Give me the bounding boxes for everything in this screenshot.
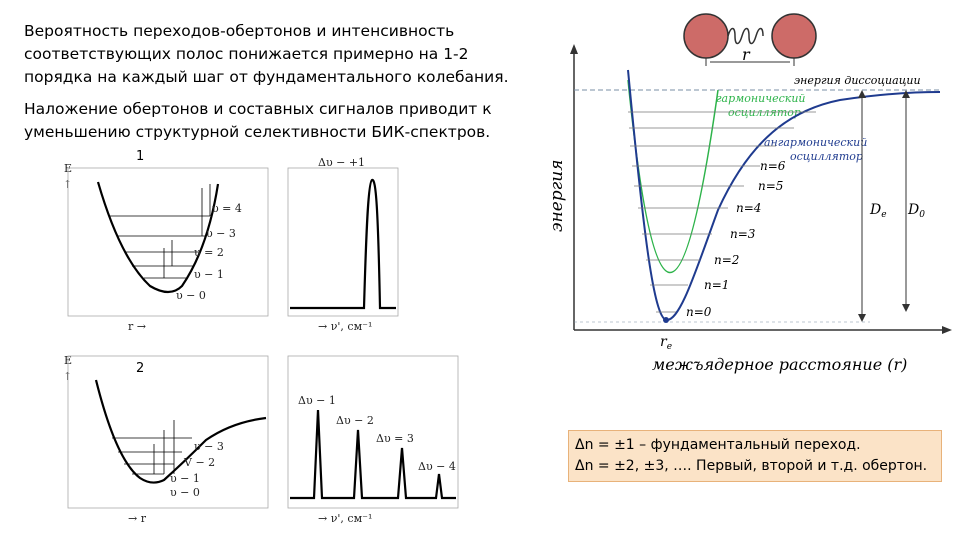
harmonic-label-2: осциллятор	[728, 106, 801, 119]
figure1-potential-well: E ↑ 1 υ = 4 υ − 3 υ = 2 υ − 1 υ − 0 r →	[63, 149, 269, 333]
overtone-note-box: Δn = ±1 – фундаментальный переход. Δn = …	[568, 430, 942, 482]
level-n1: n=1	[704, 278, 729, 292]
level-n2: n=2	[714, 253, 739, 267]
figure2-label-1: Δυ − 1	[298, 394, 336, 407]
figure1-level-4: υ = 4	[212, 202, 242, 215]
figure2-label-3: Δυ = 3	[376, 432, 414, 445]
energy-axis-label: энергия	[547, 160, 567, 232]
morse-levels	[628, 111, 816, 313]
figure2-number: 2	[136, 361, 144, 376]
figure2-level-1: υ − 1	[170, 472, 200, 485]
figure2-label-2: Δυ − 2	[336, 414, 374, 427]
D0-label: D0	[907, 202, 925, 220]
figure2-level-3: υ − 3	[194, 440, 224, 453]
level-n4: n=4	[736, 201, 761, 215]
atom-left	[683, 13, 729, 59]
figure2-potential-well: E ↑ 2 υ − 3 V − 2 υ − 1 υ − 0 → r	[63, 354, 269, 525]
spring	[727, 27, 764, 45]
figure2-spectrum-axis: → ν', см⁻¹	[318, 512, 372, 525]
re-label: re	[660, 334, 672, 352]
note-line-overtones: Δn = ±2, ±3, …. Первый, второй и т.д. об…	[575, 458, 928, 474]
anharmonic-curve	[627, 69, 941, 321]
figure2-level-2: V − 2	[183, 456, 215, 469]
figure1-number: 1	[136, 149, 144, 164]
figure1-frame	[67, 167, 269, 317]
figure1-level-0: υ − 0	[176, 289, 206, 302]
figure2-x-axis: → r	[128, 512, 147, 525]
figure1-level-2: υ = 2	[194, 246, 224, 259]
dissociation-label: энергия диссоциации	[794, 74, 921, 87]
figure1-levels	[110, 215, 210, 279]
note-line-fundamental: Δn = ±1 – фундаментальный переход.	[575, 437, 861, 453]
figure1-spectrum-peak	[290, 178, 396, 310]
figure2-label-4: Δυ − 4	[418, 460, 456, 473]
figure2-level-0: υ − 0	[170, 486, 200, 499]
De-label: De	[869, 202, 887, 220]
figure1-level-1: υ − 1	[194, 268, 224, 281]
figure2-spectrum-peaks	[290, 409, 456, 500]
x-axis-label: межъядерное расстояние (r)	[652, 355, 907, 374]
paragraph-overlap: Наложение обертонов и составных сигналов…	[24, 100, 492, 141]
anharmonic-label-1: ангармонический	[764, 136, 867, 149]
figure1-spectrum: Δυ − +1 → ν', см⁻¹	[287, 156, 399, 333]
figure1-curve	[96, 181, 220, 294]
level-n5: n=5	[758, 179, 783, 193]
figure1-spectrum-axis: → ν', см⁻¹	[318, 320, 372, 333]
level-n0: n=0	[686, 305, 712, 319]
figure2-spectrum: Δυ − 1 Δυ − 2 Δυ = 3 Δυ − 4 → ν', см⁻¹	[287, 355, 459, 525]
harmonic-label-1: гармонический	[716, 92, 805, 105]
level-n6: n=6	[760, 159, 786, 173]
morse-potential-diagram: r энергия энергия диссоциации гармоничес…	[547, 13, 952, 374]
level-n3: n=3	[730, 227, 756, 241]
paragraph-overtone-probability: Вероятность переходов-обертонов и интенс…	[24, 22, 509, 86]
figure2-curve	[94, 379, 267, 484]
anharmonic-label-2: осциллятор	[790, 150, 863, 163]
atom-right	[771, 13, 817, 59]
figure1-spectrum-label: Δυ − +1	[318, 156, 365, 169]
figure1-level-3: υ − 3	[206, 227, 236, 240]
harmonic-curve	[627, 79, 719, 274]
figure1-x-axis: r →	[128, 320, 146, 333]
r-label: r	[742, 45, 751, 64]
